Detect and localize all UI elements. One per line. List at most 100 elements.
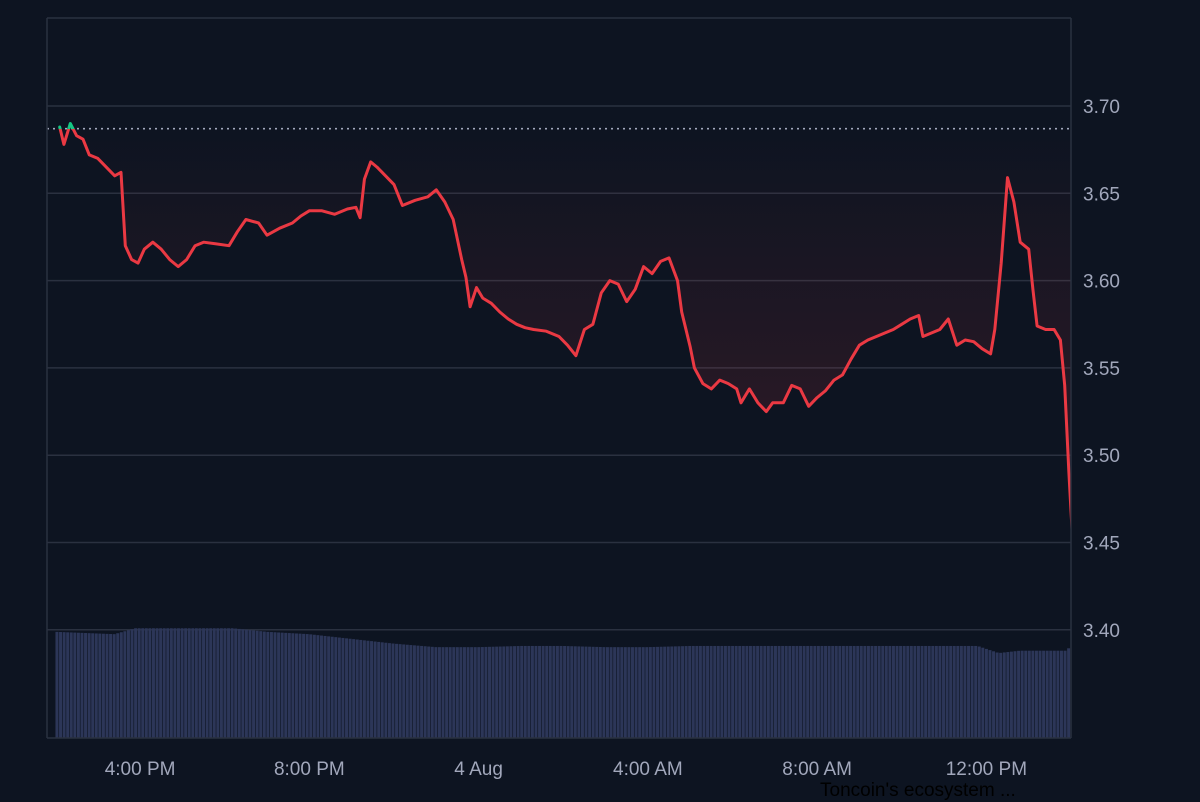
y-tick-label: 3.45 <box>1083 534 1120 555</box>
volume-bar <box>59 632 63 738</box>
volume-bar <box>366 640 370 738</box>
volume-bar <box>759 645 763 738</box>
volume-bar <box>227 628 231 738</box>
volume-bar <box>334 637 338 738</box>
volume-bar <box>255 630 259 738</box>
y-tick-label: 3.50 <box>1083 446 1120 467</box>
volume-bar <box>498 646 502 738</box>
volume-bar <box>244 629 248 738</box>
volume-bar <box>391 643 395 738</box>
volume-bar <box>866 645 870 738</box>
volume-bar <box>73 632 77 738</box>
volume-bar <box>616 647 620 738</box>
volume-bar <box>588 646 592 738</box>
volume-bar <box>527 645 531 738</box>
volume-bar <box>119 632 123 738</box>
volume-bar <box>559 645 563 738</box>
volume-bar <box>942 645 945 738</box>
volume-bar <box>723 645 727 738</box>
volume-bar <box>952 645 956 738</box>
volume-bar <box>112 634 116 738</box>
volume-bar <box>416 645 420 738</box>
volume-bar <box>398 644 402 738</box>
volume-bar <box>1085 639 1088 738</box>
volume-bar <box>734 645 738 738</box>
volume-bar <box>706 645 710 738</box>
volume-bar <box>791 645 795 738</box>
volume-bar <box>269 632 273 738</box>
volume-bar <box>931 645 935 738</box>
volume-bar <box>538 645 542 738</box>
volume-bar <box>913 645 917 738</box>
volume-bar <box>545 645 549 738</box>
volume-bar <box>841 645 845 738</box>
volume-bar <box>688 645 692 738</box>
volume-bar <box>727 645 731 738</box>
volume-bar <box>570 646 574 738</box>
news-caption[interactable]: Toncoin's ecosystem ... <box>820 780 1016 801</box>
volume-bars <box>55 628 1088 738</box>
volume-bar <box>337 637 341 738</box>
volume-bar <box>437 647 441 738</box>
volume-bar <box>84 633 88 738</box>
volume-bar <box>784 645 788 738</box>
volume-bar <box>473 647 477 738</box>
volume-bar <box>534 645 538 738</box>
volume-bar <box>891 645 895 738</box>
volume-bar <box>352 639 356 738</box>
volume-bar <box>434 647 438 738</box>
y-tick-label: 3.65 <box>1083 184 1120 205</box>
volume-bar <box>205 628 209 738</box>
volume-bar <box>202 628 206 738</box>
volume-bar <box>294 633 298 738</box>
volume-bar <box>988 650 992 738</box>
volume-bar <box>555 645 559 738</box>
volume-bar <box>709 645 713 738</box>
volume-bar <box>756 645 760 738</box>
volume-bar <box>309 634 313 738</box>
volume-bar <box>824 645 828 738</box>
volume-bar <box>330 636 334 738</box>
volume-bar <box>634 647 638 738</box>
volume-bar <box>502 646 506 738</box>
volume-bar <box>495 646 499 738</box>
volume-bar <box>341 637 345 738</box>
volume-bar <box>959 645 963 738</box>
volume-bar <box>173 628 177 738</box>
volume-bar <box>455 647 459 738</box>
volume-bar <box>305 634 309 738</box>
volume-bar <box>698 645 702 738</box>
volume-bar <box>738 645 742 738</box>
volume-bar <box>134 628 138 738</box>
volume-bar <box>298 633 302 738</box>
volume-bar <box>838 645 842 738</box>
volume-bar <box>652 646 656 738</box>
volume-bar <box>766 645 770 738</box>
volume-bar <box>663 646 667 738</box>
volume-bar <box>799 645 802 738</box>
volume-bar <box>580 646 584 738</box>
volume-bar <box>906 645 910 738</box>
volume-bar <box>69 632 73 738</box>
volume-bar <box>362 640 366 738</box>
volume-bar <box>1049 650 1053 738</box>
volume-bar <box>187 628 191 738</box>
volume-bar <box>302 633 306 738</box>
volume-bar <box>80 632 84 738</box>
volume-bar <box>981 647 985 738</box>
volume-bar <box>638 647 642 738</box>
volume-bar <box>1017 650 1021 738</box>
volume-bar <box>380 642 384 738</box>
volume-bar <box>684 646 688 738</box>
volume-bar <box>695 645 699 738</box>
volume-bar <box>180 628 184 738</box>
volume-bar <box>1056 650 1060 738</box>
volume-bar <box>927 645 931 738</box>
volume-bar <box>252 630 256 738</box>
volume-bar <box>645 647 649 738</box>
volume-bar <box>627 647 631 738</box>
volume-bar <box>920 645 924 738</box>
volume-bar <box>405 644 409 738</box>
volume-bar <box>831 645 835 738</box>
